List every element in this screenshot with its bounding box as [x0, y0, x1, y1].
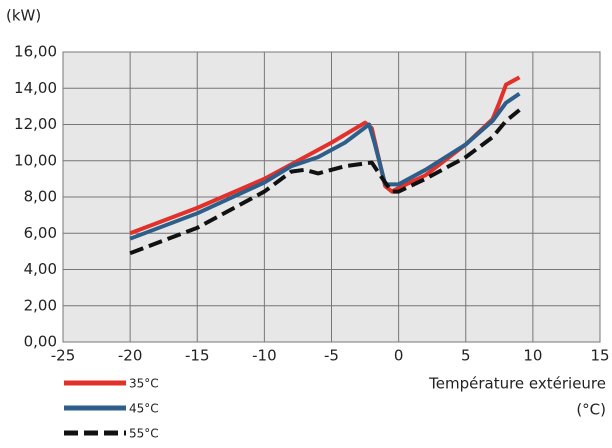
series-line — [129, 92, 521, 241]
x-tick-label: -10 — [252, 347, 277, 365]
legend-label: 35°C — [129, 377, 159, 391]
x-tick-label: 5 — [461, 347, 471, 365]
y-tick-label: 10,00 — [14, 151, 57, 169]
y-tick-label: 8,00 — [24, 188, 57, 206]
x-tick-label: -15 — [185, 347, 210, 365]
legend-label: 55°C — [129, 427, 159, 441]
x-tick-label: 10 — [523, 347, 542, 365]
x-axis-label: (°C) — [576, 401, 606, 419]
y-tick-label: 0,00 — [24, 333, 57, 351]
x-tick-label: -5 — [324, 347, 339, 365]
x-tick-label: -25 — [51, 347, 76, 365]
x-axis-label: Température extérieure — [428, 375, 606, 393]
y-tick-label: 4,00 — [24, 260, 57, 278]
legend-label: 45°C — [129, 402, 159, 416]
y-tick-label: 2,00 — [24, 296, 57, 314]
y-tick-label: 16,00 — [14, 43, 57, 61]
x-tick-label: 0 — [394, 347, 404, 365]
y-axis-label: (kW) — [6, 7, 41, 25]
y-tick-label: 14,00 — [14, 79, 57, 97]
y-tick-label: 6,00 — [24, 224, 57, 242]
series-line — [129, 108, 521, 256]
x-tick-label: 15 — [590, 347, 609, 365]
x-tick-label: -20 — [118, 347, 143, 365]
y-tick-label: 12,00 — [14, 115, 57, 133]
